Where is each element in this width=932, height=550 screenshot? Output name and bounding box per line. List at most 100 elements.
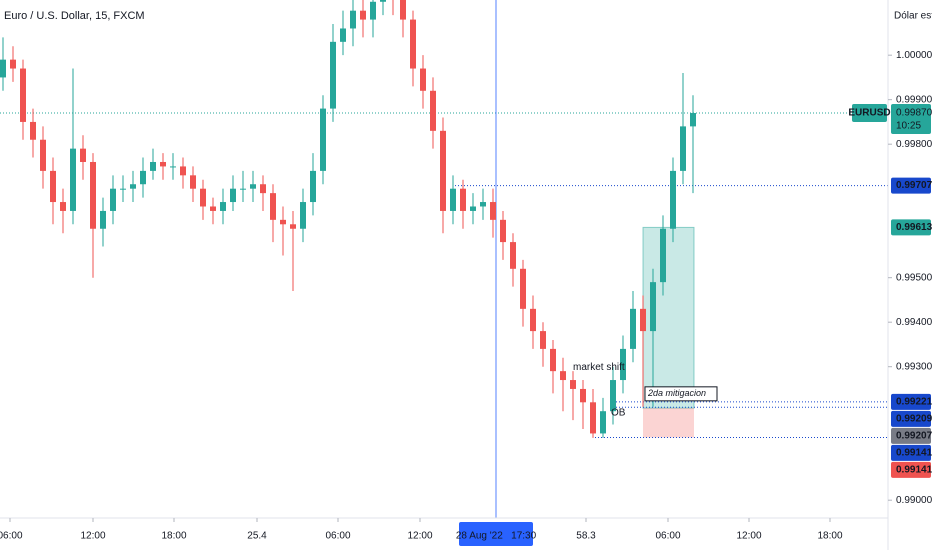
candle-body bbox=[460, 188, 466, 211]
candle-body bbox=[570, 380, 576, 389]
candle-body bbox=[620, 348, 626, 381]
symbol-box bbox=[852, 104, 887, 123]
candle-body bbox=[30, 121, 36, 140]
candle-body bbox=[670, 170, 676, 229]
x-tick-label: 12:00 bbox=[736, 531, 761, 542]
y-tick-label: 1.00000 bbox=[896, 50, 932, 61]
candle-body bbox=[410, 19, 416, 69]
price-label-box bbox=[891, 177, 931, 194]
x-tick-label: 06:00 bbox=[325, 531, 350, 542]
candle-body bbox=[270, 193, 276, 220]
x-tick-label: 18:00 bbox=[161, 531, 186, 542]
y-tick-label: 0.99500 bbox=[896, 272, 932, 283]
candle-body bbox=[380, 0, 386, 2]
candle-body bbox=[240, 188, 246, 190]
annotation: OB bbox=[611, 408, 626, 419]
last-price-box bbox=[891, 104, 931, 135]
candle-body bbox=[0, 59, 6, 78]
candle-body bbox=[290, 224, 296, 229]
candle-body bbox=[680, 126, 686, 171]
price-label-box bbox=[891, 444, 931, 461]
candle-body bbox=[220, 202, 226, 211]
candle-body bbox=[510, 242, 516, 269]
candle-body bbox=[350, 10, 356, 29]
candle-body bbox=[650, 282, 656, 332]
candle-body bbox=[630, 308, 636, 349]
candle-body bbox=[80, 148, 86, 162]
candle-body bbox=[100, 210, 106, 229]
candle-body bbox=[110, 188, 116, 211]
price-label-box bbox=[891, 410, 931, 427]
candle-body bbox=[140, 170, 146, 185]
crosshair-label-box bbox=[459, 522, 533, 546]
candle-body bbox=[70, 148, 76, 211]
countdown-label: 10:25 bbox=[896, 121, 921, 132]
candle-body bbox=[280, 219, 286, 225]
x-tick-label: 58.3 bbox=[576, 531, 596, 542]
candle-body bbox=[190, 175, 196, 189]
y-tick-label: 0.99900 bbox=[896, 94, 932, 105]
candle-body bbox=[260, 184, 266, 194]
candle-body bbox=[10, 59, 16, 69]
x-tick-label: 18:00 bbox=[817, 531, 842, 542]
candle-body bbox=[610, 380, 616, 412]
candle-body bbox=[180, 166, 186, 176]
candle-body bbox=[690, 113, 696, 127]
candle-body bbox=[580, 388, 586, 403]
candle-body bbox=[200, 188, 206, 207]
y-tick-label: 0.99300 bbox=[896, 361, 932, 372]
candle-body bbox=[310, 170, 316, 203]
candle-body bbox=[440, 130, 446, 211]
candle-body bbox=[160, 161, 166, 167]
candle-body bbox=[480, 202, 486, 207]
candle-body bbox=[210, 206, 216, 211]
price-label: 0.99141 bbox=[896, 447, 932, 458]
price-label-box bbox=[891, 219, 931, 236]
candle-body bbox=[470, 206, 476, 211]
candle-body bbox=[50, 170, 56, 203]
candle-body bbox=[640, 308, 646, 332]
price-label-box bbox=[891, 427, 931, 444]
price-label: 0.99613 bbox=[896, 222, 932, 233]
y-tick-label: 0.99800 bbox=[896, 139, 932, 150]
x-tick-label: 06:00 bbox=[655, 531, 680, 542]
candle-body bbox=[590, 402, 596, 434]
last-price-label: 0.99870 bbox=[896, 108, 932, 119]
crosshair-label: 28 Aug '22 17:30 bbox=[456, 531, 537, 542]
candle-body bbox=[320, 108, 326, 171]
candle-body bbox=[450, 188, 456, 211]
candle-body bbox=[230, 188, 236, 203]
candle-body bbox=[420, 68, 426, 91]
chart-title: Euro / U.S. Dollar, 15, FXCM bbox=[4, 10, 145, 22]
candle-body bbox=[430, 90, 436, 131]
candle-body bbox=[540, 331, 546, 349]
candle-body bbox=[360, 10, 366, 20]
price-label-box bbox=[891, 461, 931, 478]
price-label: 0.99207 bbox=[896, 430, 932, 441]
x-tick-label: 12:00 bbox=[407, 531, 432, 542]
candle-body bbox=[60, 202, 66, 211]
annotation: 2da mitigacion bbox=[647, 388, 706, 398]
candle-body bbox=[660, 228, 666, 283]
candle-body bbox=[40, 139, 46, 171]
x-tick-label: 12:00 bbox=[80, 531, 105, 542]
candle-body bbox=[330, 41, 336, 109]
x-tick-label: 06:00 bbox=[0, 531, 23, 542]
x-tick-label: 25.4 bbox=[247, 531, 267, 542]
candle-body bbox=[550, 348, 556, 372]
y-tick-label: 0.99000 bbox=[896, 495, 932, 506]
candle-body bbox=[90, 161, 96, 229]
candle-body bbox=[300, 202, 306, 229]
price-label: 0.99209 bbox=[896, 413, 932, 424]
candle-body bbox=[150, 161, 156, 171]
plot-area: market shift OB 2da mitigacion bbox=[0, 0, 888, 518]
candle-body bbox=[130, 184, 136, 189]
symbol-label: EURUSD bbox=[848, 108, 890, 119]
annotation: market shift bbox=[573, 362, 625, 373]
axis-title: Dólar esta bbox=[894, 11, 932, 22]
price-label: 0.99707 bbox=[896, 180, 932, 191]
price-label: 0.99221 bbox=[896, 396, 932, 407]
candle-body bbox=[500, 219, 506, 243]
candle-body bbox=[170, 166, 176, 168]
